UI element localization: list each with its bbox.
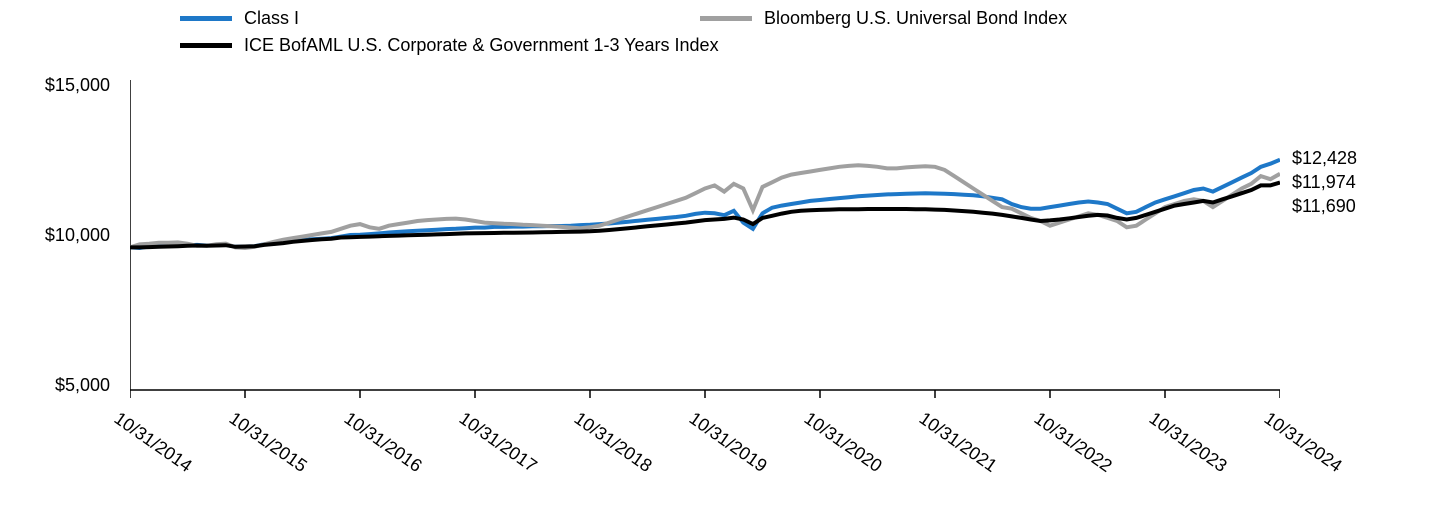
legend-item-class-i: Class I <box>180 8 660 29</box>
legend-label: ICE BofAML U.S. Corporate & Government 1… <box>244 35 719 56</box>
xtick-label: 10/31/2014 <box>110 408 196 477</box>
legend-item-bloomberg: Bloomberg U.S. Universal Bond Index <box>700 8 1300 29</box>
xtick-label: 10/31/2020 <box>800 408 886 477</box>
end-label-ice: $11,690 <box>1292 196 1356 217</box>
legend: Class I Bloomberg U.S. Universal Bond In… <box>180 8 1380 62</box>
xtick-label: 10/31/2023 <box>1145 408 1231 477</box>
legend-label: Bloomberg U.S. Universal Bond Index <box>764 8 1067 29</box>
xtick-label: 10/31/2018 <box>570 408 656 477</box>
ytick-label: $10,000 <box>30 225 110 246</box>
plot-area <box>130 80 1280 400</box>
end-label-class-i: $12,428 <box>1292 148 1357 169</box>
performance-chart: Class I Bloomberg U.S. Universal Bond In… <box>0 0 1440 516</box>
legend-swatch <box>180 43 232 48</box>
xtick-label: 10/31/2021 <box>915 408 1001 477</box>
legend-label: Class I <box>244 8 299 29</box>
ytick-label: $5,000 <box>30 375 110 396</box>
end-label-bloomberg: $11,974 <box>1292 172 1356 193</box>
xtick-label: 10/31/2017 <box>455 408 541 477</box>
legend-item-ice: ICE BofAML U.S. Corporate & Government 1… <box>180 35 880 56</box>
line-bloomberg <box>130 165 1280 248</box>
xtick-label: 10/31/2015 <box>225 408 311 477</box>
x-ticks <box>130 390 1280 398</box>
xtick-label: 10/31/2016 <box>340 408 426 477</box>
xtick-label: 10/31/2024 <box>1260 408 1346 477</box>
legend-swatch <box>700 16 752 21</box>
xtick-label: 10/31/2022 <box>1030 408 1116 477</box>
xtick-label: 10/31/2019 <box>685 408 771 477</box>
ytick-label: $15,000 <box>30 75 110 96</box>
legend-swatch <box>180 16 232 21</box>
